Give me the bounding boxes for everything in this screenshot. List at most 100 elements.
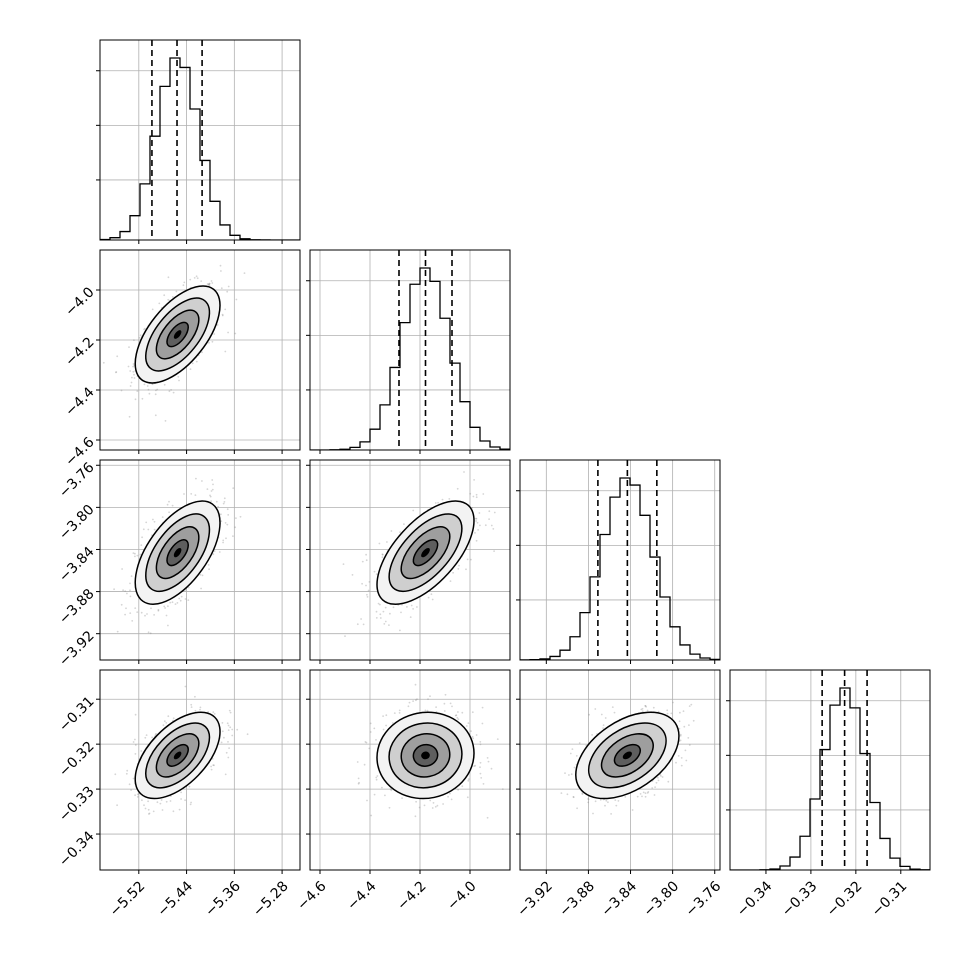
scatter-point <box>560 792 563 794</box>
scatter-point <box>688 744 691 746</box>
scatter-point <box>199 573 202 576</box>
scatter-point <box>136 554 139 557</box>
scatter-point <box>587 798 589 800</box>
scatter-point <box>190 706 193 708</box>
scatter-point <box>369 731 372 733</box>
scatter-point <box>602 724 605 726</box>
scatter-point <box>572 796 575 798</box>
scatter-point <box>652 706 655 709</box>
scatter-point <box>490 524 493 527</box>
scatter-point <box>587 801 590 804</box>
scatter-point <box>685 759 688 762</box>
scatter-point <box>129 582 131 585</box>
scatter-point <box>461 711 464 714</box>
scatter-point <box>492 528 495 530</box>
scatter-panel-2-1 <box>306 459 511 664</box>
scatter-point <box>144 736 147 739</box>
scatter-point <box>129 385 132 387</box>
scatter-point <box>581 792 584 795</box>
scatter-point <box>128 346 130 348</box>
scatter-point <box>134 555 136 558</box>
scatter-point <box>121 568 123 570</box>
scatter-point <box>151 308 154 311</box>
scatter-point <box>188 785 191 788</box>
scatter-point <box>235 298 238 301</box>
y-tick-label-2-0: −3.92 <box>56 628 98 670</box>
scatter-point <box>215 500 218 503</box>
scatter-point <box>604 804 606 807</box>
scatter-point <box>441 498 444 501</box>
scatter-point <box>224 350 227 353</box>
scatter-point <box>154 734 157 736</box>
scatter-point <box>469 492 472 495</box>
scatter-point <box>624 796 627 798</box>
scatter-point <box>342 563 345 565</box>
scatter-point <box>375 610 378 613</box>
scatter-point <box>454 714 457 717</box>
scatter-point <box>390 789 393 792</box>
y-tick-label-1-1: −4.4 <box>62 384 97 419</box>
scatter-point <box>488 518 490 520</box>
scatter-point <box>434 502 437 504</box>
scatter-point <box>136 611 139 613</box>
scatter-point <box>128 415 131 418</box>
scatter-point <box>189 368 192 370</box>
scatter-point <box>115 371 117 374</box>
scatter-point <box>458 564 460 567</box>
scatter-point <box>373 793 376 796</box>
scatter-point <box>493 511 496 514</box>
scatter-point <box>488 510 491 513</box>
scatter-point <box>679 734 682 737</box>
scatter-point <box>482 783 485 785</box>
scatter-point <box>375 776 378 779</box>
scatter-point <box>470 558 472 561</box>
scatter-point <box>180 595 183 598</box>
scatter-point <box>172 810 175 813</box>
scatter-point <box>393 712 396 714</box>
scatter-point <box>148 392 151 395</box>
scatter-point <box>661 776 664 778</box>
scatter-point <box>644 795 647 798</box>
scatter-point <box>221 722 224 724</box>
scatter-point <box>408 701 411 704</box>
scatter-point <box>157 609 160 612</box>
scatter-point <box>147 800 150 803</box>
scatter-point <box>167 624 169 627</box>
y-tick-label-3-2: −0.32 <box>56 739 98 781</box>
scatter-point <box>127 365 130 368</box>
scatter-point <box>165 800 168 803</box>
scatter-point <box>452 571 454 574</box>
x-tick-label-2-4: −3.76 <box>683 878 725 920</box>
scatter-point <box>479 772 482 775</box>
scatter-point <box>631 809 634 811</box>
scatter-point <box>377 602 380 605</box>
scatter-point <box>684 749 687 752</box>
scatter-point <box>224 308 227 311</box>
scatter-point <box>360 618 362 620</box>
scatter-point <box>361 560 364 563</box>
scatter-point <box>430 593 433 596</box>
scatter-point <box>195 360 198 363</box>
scatter-point <box>165 722 168 724</box>
x-tick-label-3-2: −0.32 <box>824 878 866 920</box>
scatter-point <box>680 764 683 767</box>
scatter-point <box>641 710 644 713</box>
scatter-point <box>416 606 418 608</box>
scatter-point <box>223 736 225 739</box>
scatter-point <box>415 800 417 803</box>
scatter-point <box>476 521 479 524</box>
scatter-point <box>670 712 673 715</box>
scatter-point <box>211 488 214 491</box>
scatter-point <box>366 593 368 596</box>
scatter-point <box>161 809 164 811</box>
scatter-point <box>183 281 186 284</box>
scatter-point <box>412 608 414 610</box>
scatter-point <box>602 727 604 729</box>
scatter-point <box>466 558 469 561</box>
y-tick-label-3-0: −0.34 <box>56 828 98 870</box>
scatter-point <box>641 707 644 710</box>
scatter-point <box>367 589 370 592</box>
scatter-point <box>228 709 231 712</box>
scatter-point <box>234 332 237 335</box>
scatter-point <box>646 792 649 794</box>
